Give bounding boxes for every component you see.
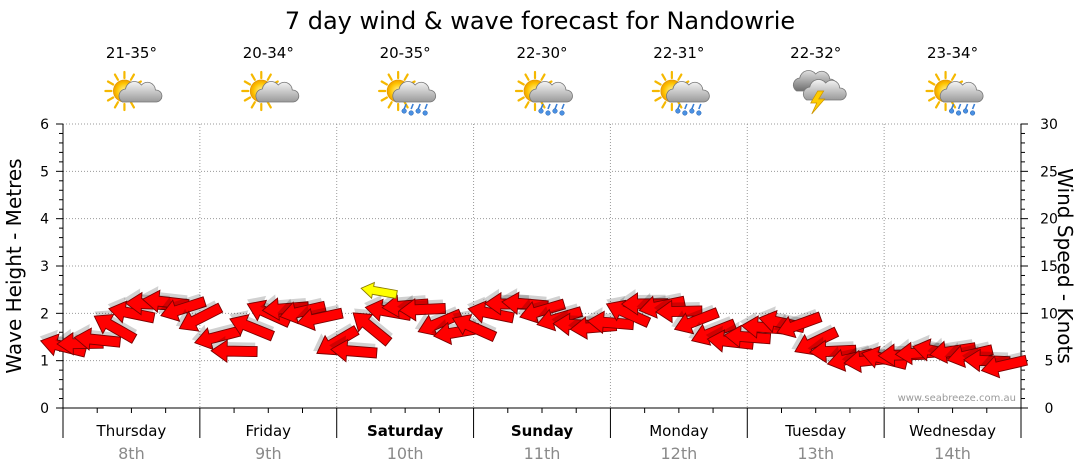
day-date-label: 12th [660, 444, 697, 463]
right-tick-label: 15 [1040, 259, 1058, 275]
day-date-label: 14th [934, 444, 971, 463]
right-tick-label: 30 [1040, 117, 1058, 133]
wind-arrow [722, 321, 772, 349]
day-date-label: 8th [118, 444, 145, 463]
showers-icon [514, 70, 573, 116]
wind-arrow [329, 335, 378, 363]
day-name-label: Thursday [96, 422, 167, 440]
temperature-range-label: 22-32° [790, 44, 841, 62]
right-tick-label: 10 [1040, 306, 1058, 322]
wind-arrow [585, 307, 635, 335]
wind-arrow [209, 336, 258, 363]
left-axis-label: Wave Height - Metres [2, 158, 26, 373]
left-tick-label: 5 [40, 164, 49, 180]
wind-arrow [671, 304, 720, 335]
day-name-label: Saturday [367, 422, 444, 440]
temperature-range-label: 23-34° [927, 44, 978, 62]
day-name-label: Wednesday [909, 422, 996, 440]
day-date-label: 9th [255, 444, 282, 463]
day-labels: Thursday 8th Friday 9th Saturday 10th Sunday 11… [96, 422, 997, 463]
wind-arrow [688, 316, 737, 346]
left-tick-label: 4 [40, 212, 49, 228]
right-axis-label: Wind Speed - Knots [1053, 168, 1077, 364]
chart-title: 7 day wind & wave forecast for Nandowrie [285, 7, 795, 35]
grid [62, 123, 1022, 438]
temperature-range-label: 22-31° [653, 44, 704, 62]
left-tick-label: 1 [40, 354, 49, 370]
day-date-label: 13th [797, 444, 834, 463]
credit-text: www.seabreeze.com.au [898, 393, 1016, 404]
wind-arrows [39, 281, 1028, 379]
wind-arrow [294, 304, 344, 332]
wind-arrow [807, 336, 857, 364]
day-date-label: 10th [387, 444, 424, 463]
wind-arrow [516, 295, 567, 324]
wind-arrow [739, 311, 789, 339]
left-tick-label: 2 [40, 306, 49, 322]
wind-arrow [93, 310, 138, 344]
wind-arrow [773, 309, 823, 339]
right-tick-label: 25 [1040, 164, 1058, 180]
day-name-label: Tuesday [784, 422, 846, 440]
wind-arrow [260, 294, 310, 321]
wind-arrow [533, 303, 584, 332]
temperature-range-label: 21-35° [106, 44, 157, 62]
showers-icon [651, 70, 710, 116]
wind-arrow [72, 323, 122, 351]
wind-arrow [653, 296, 703, 324]
wind-arrow [978, 351, 1028, 379]
left-tick-label: 3 [40, 259, 49, 275]
left-tick-label: 6 [40, 117, 49, 133]
left-axis: 0 1 2 3 4 5 6 [40, 117, 63, 417]
right-tick-label: 0 [1045, 401, 1054, 417]
wind-arrow [451, 310, 498, 343]
temperature-range-label: 20-34° [243, 44, 294, 62]
right-axis: 0 5 10 15 20 25 30 [1021, 117, 1058, 417]
wind-arrow [175, 300, 224, 332]
day-name-label: Friday [246, 422, 292, 440]
temperature-range-label: 20-35° [380, 44, 431, 62]
day-name-label: Sunday [511, 422, 574, 440]
left-tick-label: 0 [40, 401, 49, 417]
partly-cloudy-icon [241, 70, 300, 112]
right-tick-label: 5 [1045, 354, 1054, 370]
weather-row: 21-35° 20-34° 20-35° 22-30° 22-31° 22-32° 23-3… [104, 44, 984, 116]
wind-arrow-highlight [360, 281, 398, 300]
right-tick-label: 20 [1040, 212, 1058, 228]
showers-icon [378, 70, 437, 116]
day-name-label: Monday [649, 422, 708, 440]
wind-arrow [157, 293, 207, 322]
storm-icon [792, 70, 847, 115]
showers-icon [925, 70, 984, 116]
day-date-label: 11th [524, 444, 561, 463]
partly-cloudy-icon [104, 70, 163, 112]
wind-arrow [927, 337, 977, 364]
wind-arrow [397, 294, 446, 322]
wind-arrow [107, 296, 156, 324]
wind-arrow [352, 308, 393, 347]
wind-arrow [229, 310, 275, 342]
temperature-range-label: 22-30° [516, 44, 567, 62]
